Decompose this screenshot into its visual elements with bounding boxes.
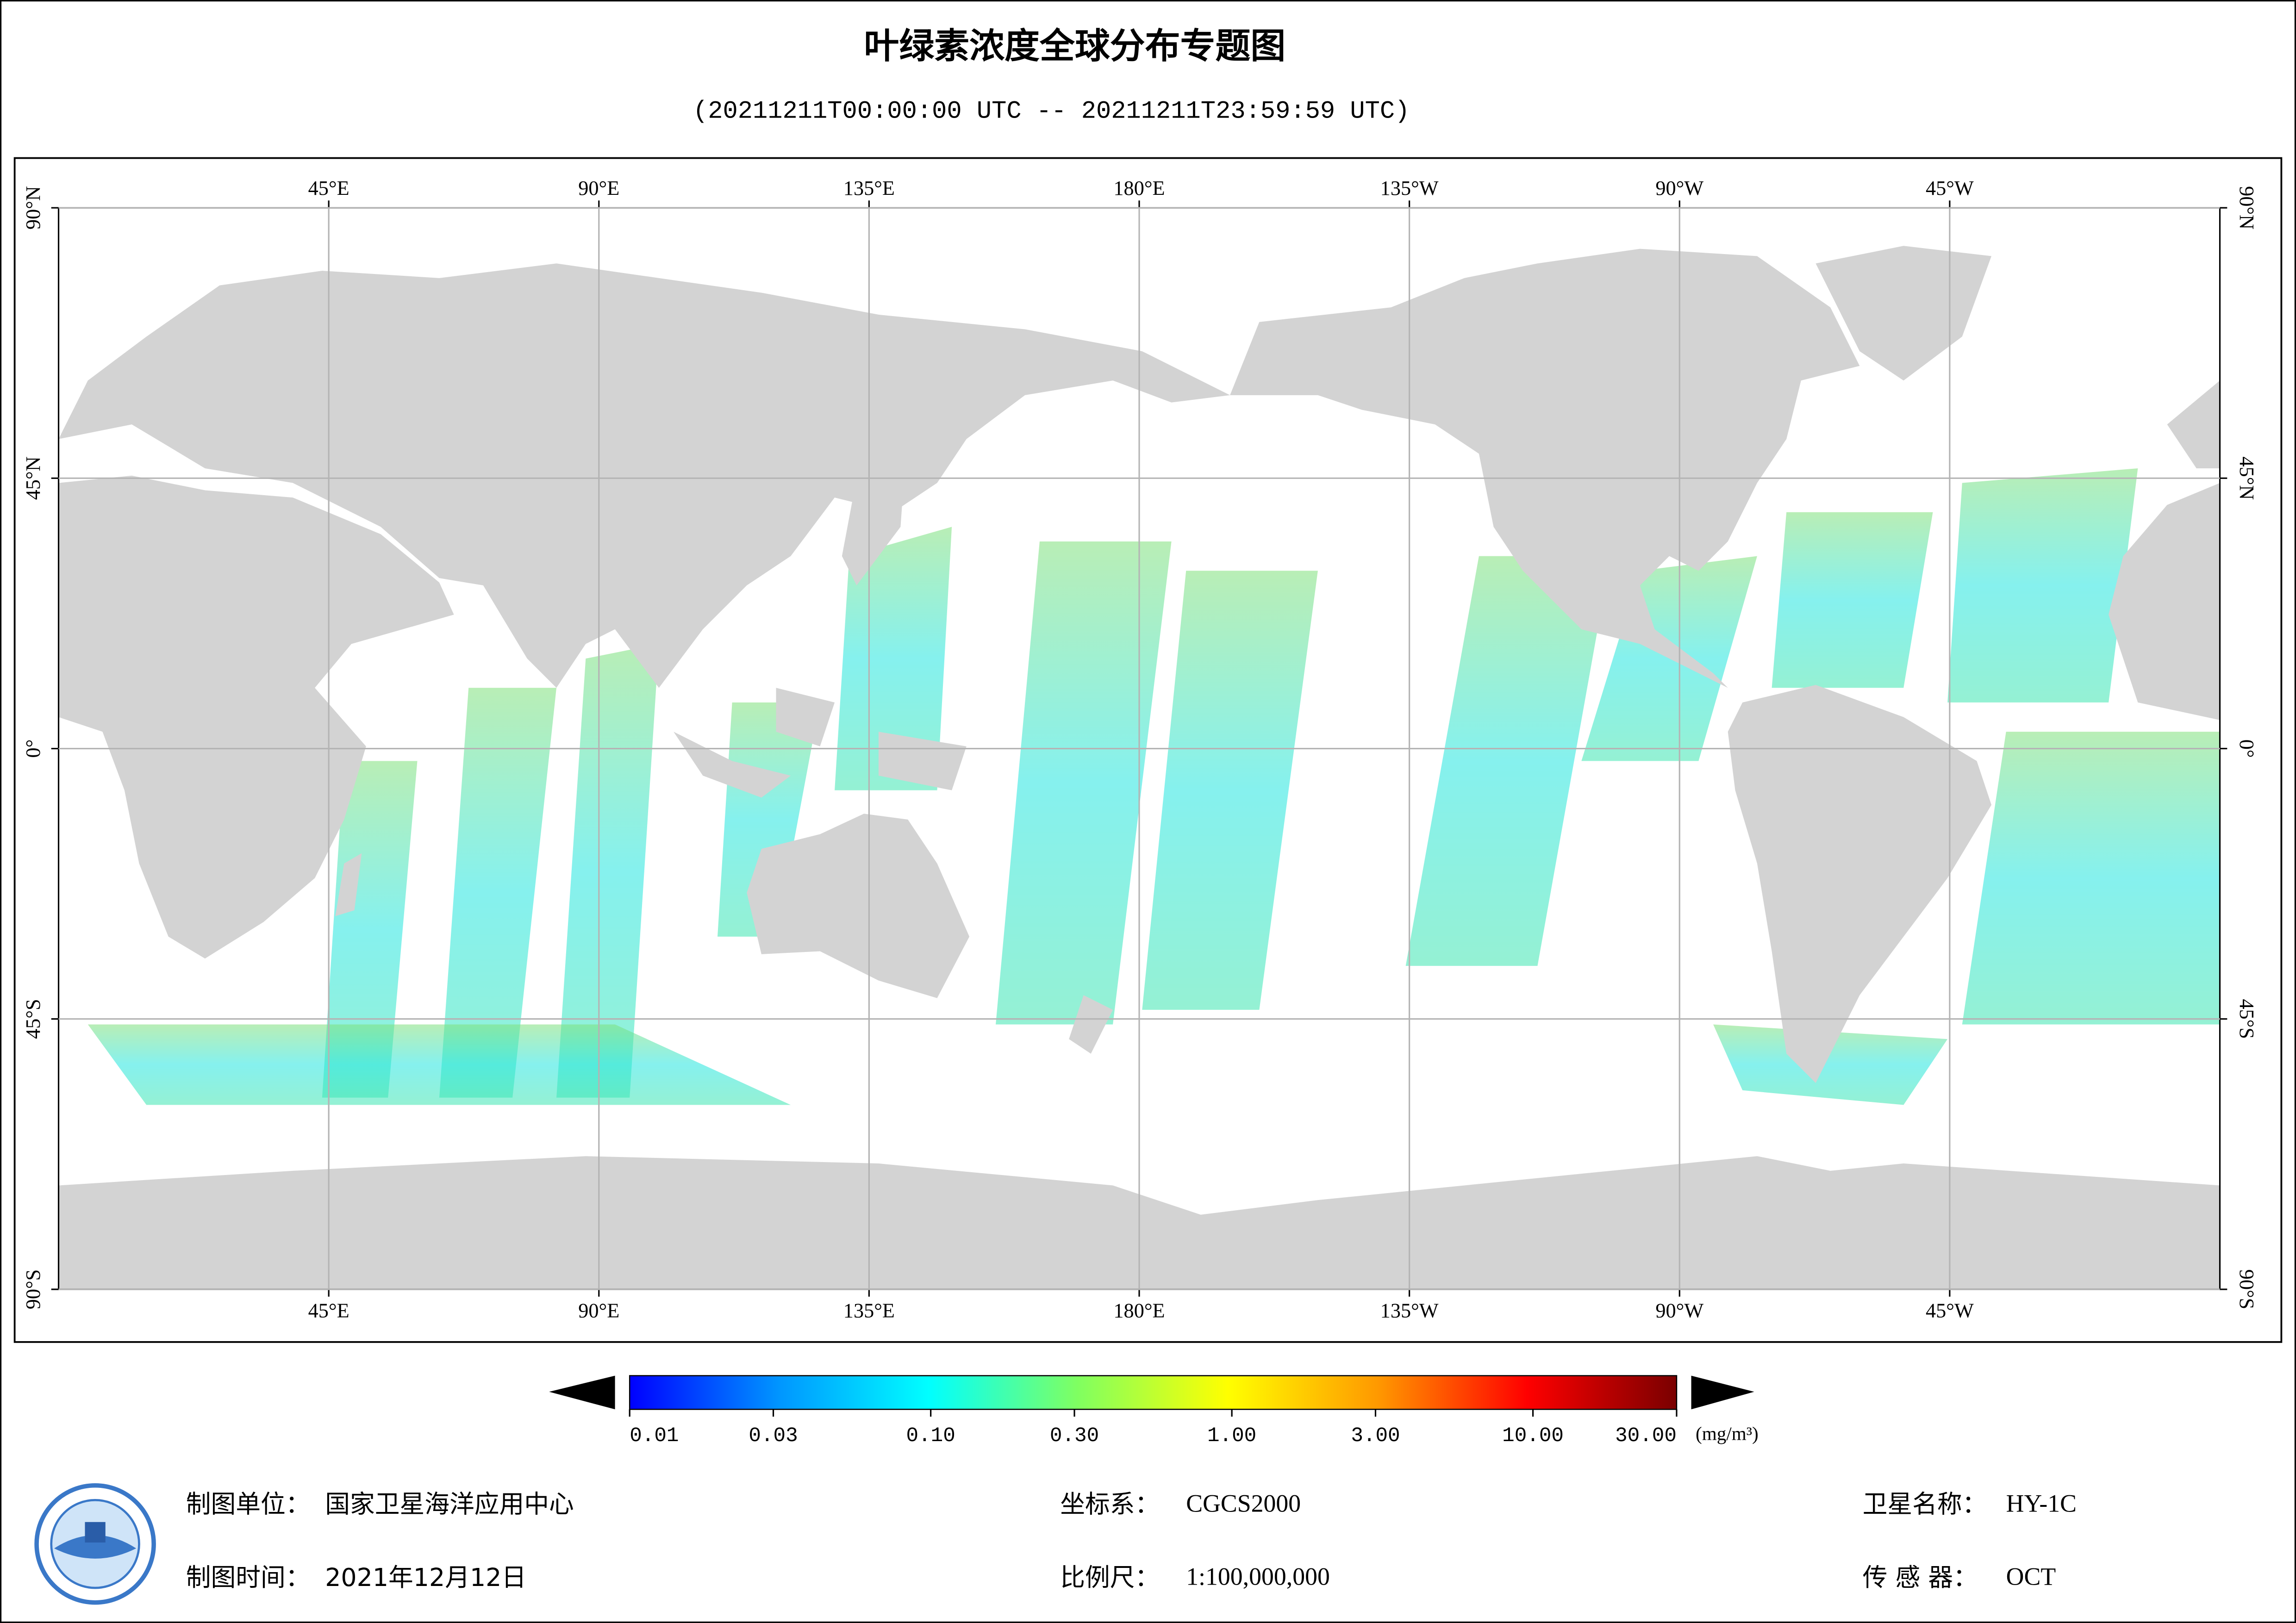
lat-label: 0° [22, 740, 44, 758]
swath [835, 527, 952, 790]
lon-label: 135°E [843, 177, 895, 199]
swath [556, 644, 659, 1098]
footer-value: CGCS2000 [1186, 1489, 1301, 1517]
footer-value: 2021年12月12日 [325, 1563, 526, 1592]
swath [1142, 571, 1318, 1010]
lat-label: 90°N [22, 186, 44, 230]
lon-label: 135°W [1380, 1300, 1439, 1322]
footer-value: HY-1C [2006, 1489, 2077, 1517]
lat-label: 90°N [2235, 186, 2258, 230]
lon-label: 90°W [1655, 1300, 1703, 1322]
footer-label: 传 感 器： [1863, 1563, 1978, 1592]
colorbar-tick-label: 0.03 [749, 1424, 798, 1448]
swath [718, 702, 820, 937]
lat-label: 0° [2235, 740, 2258, 758]
north-america [1230, 249, 1860, 688]
colorbar-tick-label: 0.10 [906, 1424, 955, 1448]
colorbar-arrow-high [1691, 1375, 1754, 1410]
colorbar-tick-label: 30.00 [1615, 1424, 1677, 1448]
colorbar-bar [629, 1375, 1678, 1410]
colorbar-tick-label: 1.00 [1207, 1424, 1256, 1448]
swath [1713, 1024, 1948, 1105]
footer-label: 坐标系： [1060, 1490, 1160, 1519]
chlorophyll-swaths [87, 468, 2220, 1105]
swath [1405, 556, 1611, 966]
lat-label: 45°N [2235, 456, 2258, 500]
footer-value: OCT [2006, 1562, 2056, 1590]
swath [87, 1024, 791, 1105]
lon-label: 45°E [308, 177, 349, 199]
colorbar: (mg/m³) 0.01 0.03 0.10 0.30 1.00 3.00 10.00 30.… [549, 1375, 1759, 1448]
lat-label: 45°S [2235, 999, 2258, 1039]
europe-africa-east [2109, 380, 2220, 720]
graticule: 45°E 45°E 90°E 90°E 135°E 135°E 180°E 180°E 135°… [22, 177, 2258, 1322]
footer-label: 卫星名称： [1863, 1490, 1987, 1519]
lon-label: 90°E [578, 1300, 619, 1322]
swath [996, 541, 1172, 1025]
madagascar [335, 853, 362, 916]
footer-label: 制图时间： [186, 1563, 311, 1592]
lon-label: 90°E [578, 177, 619, 199]
lat-label: 45°S [22, 999, 44, 1039]
lat-label: 90°S [22, 1269, 44, 1310]
swath [1947, 468, 2138, 703]
lat-label: 45°N [22, 456, 44, 500]
colorbar-arrow-low [549, 1375, 615, 1410]
islands [674, 424, 1113, 1054]
lon-label: 45°E [308, 1300, 349, 1322]
colorbar-tick-label: 0.30 [1050, 1424, 1099, 1448]
colorbar-tick-label: 10.00 [1502, 1424, 1564, 1448]
swath [1772, 512, 1933, 688]
colorbar-tick-label: 0.01 [630, 1424, 679, 1448]
lon-label: 45°W [1926, 1300, 1974, 1322]
footer: 制图单位： 国家卫星海洋应用中心 制图时间： 2021年12月12日 坐标系： … [34, 1483, 2077, 1605]
subtitle: (20211211T00:00:00 UTC -- 20211211T23:59… [693, 98, 1410, 126]
footer-value: 1:100,000,000 [1186, 1562, 1330, 1590]
map-frame [13, 157, 2283, 1343]
logo [34, 1483, 156, 1605]
colorbar-unit: (mg/m³) [1696, 1423, 1759, 1445]
colorbar-tick-label: 3.00 [1351, 1424, 1400, 1448]
swath [1962, 732, 2220, 1025]
swath [322, 761, 418, 1098]
lon-label: 90°W [1655, 177, 1703, 199]
title: 叶绿素浓度全球分布专题图 [864, 25, 1285, 66]
footer-label: 比例尺： [1060, 1563, 1160, 1592]
africa [58, 475, 454, 959]
lon-label: 135°E [843, 1300, 895, 1322]
lon-label: 180°E [1113, 1300, 1165, 1322]
lon-label: 180°E [1113, 177, 1165, 199]
swath [439, 688, 557, 1098]
lon-label: 45°W [1926, 177, 1974, 199]
footer-label: 制图单位： [186, 1490, 311, 1519]
lon-label: 135°W [1380, 177, 1439, 199]
eurasia [58, 263, 1230, 688]
greenland [1816, 246, 1992, 381]
australia [747, 814, 970, 998]
footer-value: 国家卫星海洋应用中心 [325, 1490, 574, 1519]
south-america [1728, 684, 1992, 1083]
lat-label: 90°S [2235, 1269, 2258, 1310]
